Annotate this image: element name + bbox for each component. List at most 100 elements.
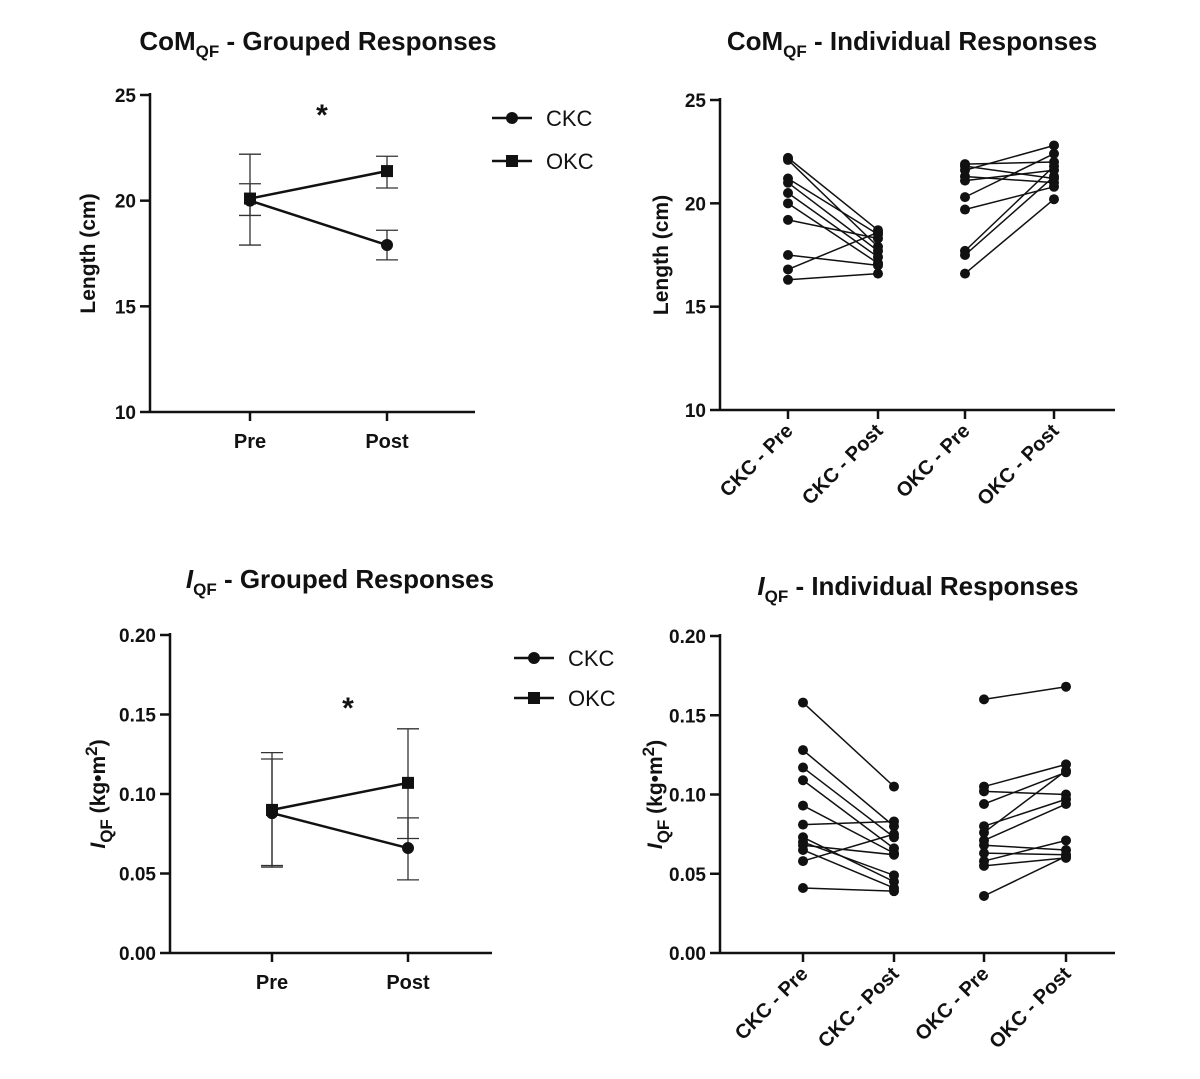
subject-line <box>802 833 895 862</box>
data-point <box>889 870 899 881</box>
y-tick-label: 10 <box>685 401 706 422</box>
data-point <box>1049 171 1059 182</box>
chart-panel-3: IQF - Grouped Responses IQF (kg•m2) 0.00 0.… <box>82 564 616 994</box>
data-point <box>1049 140 1059 151</box>
data-point <box>979 890 989 901</box>
legend-label: OKC <box>546 149 594 174</box>
data-point-okc <box>266 803 278 816</box>
data-point <box>979 799 989 810</box>
data-point <box>889 849 899 860</box>
data-point <box>783 177 793 188</box>
data-point <box>979 786 989 797</box>
data-point <box>960 268 970 279</box>
data-point <box>979 860 989 871</box>
data-point <box>1061 799 1071 810</box>
subject-line <box>802 841 895 877</box>
y-tick-label: 25 <box>115 86 137 107</box>
data-point <box>798 819 808 830</box>
data-point <box>783 250 793 260</box>
subject-line <box>964 161 1055 165</box>
data-point <box>979 827 989 838</box>
data-point <box>798 697 808 708</box>
x-tick-label: OKC - Pre <box>911 963 993 1045</box>
subject-line <box>802 766 895 838</box>
data-point <box>1049 194 1059 205</box>
data-point <box>889 829 899 840</box>
data-point-ckc <box>402 842 414 855</box>
y-axis-label: IQF (kg•m2) <box>639 740 673 849</box>
subject-line <box>787 182 879 252</box>
data-point <box>960 204 970 215</box>
data-point <box>1061 681 1071 692</box>
data-point <box>798 800 808 811</box>
subject-line <box>802 702 895 788</box>
legend-label: CKC <box>546 106 593 131</box>
y-tick-label: 0.10 <box>669 786 706 807</box>
data-point <box>783 274 793 285</box>
y-tick-label: 25 <box>685 91 707 112</box>
subject-line <box>802 804 895 854</box>
y-axis-label: IQF (kg•m2) <box>82 739 116 848</box>
x-tick-label: OKC - Pre <box>892 420 974 502</box>
data-point <box>960 250 970 260</box>
legend-label: CKC <box>568 646 615 671</box>
subject-line <box>802 887 895 892</box>
x-tick-label: CKC - Pre <box>716 420 798 502</box>
subject-line <box>787 192 879 258</box>
data-point <box>798 844 808 855</box>
data-point <box>979 694 989 705</box>
subject-line <box>983 790 1067 796</box>
legend-marker <box>506 155 518 167</box>
data-point <box>1049 161 1059 172</box>
data-point <box>873 260 883 271</box>
chart-title: CoMQF - Grouped Responses <box>139 26 496 61</box>
subject-line <box>983 803 1067 842</box>
series-line-ckc <box>249 199 388 247</box>
data-point <box>798 762 808 773</box>
y-tick-label: 0.00 <box>669 944 706 965</box>
y-tick-label: 0.00 <box>119 944 156 965</box>
data-point <box>798 775 808 786</box>
data-point-ckc <box>381 239 393 252</box>
chart-panel-1: CoMQF - Grouped Responses Length (cm) 10 15… <box>77 26 594 453</box>
x-tick-label: Pre <box>234 431 266 453</box>
subject-line <box>787 159 879 248</box>
subject-line <box>983 770 1067 834</box>
subject-line <box>787 157 879 231</box>
data-point <box>1061 835 1071 846</box>
x-tick-label: OKC - Post <box>973 420 1063 510</box>
data-point-okc <box>244 192 256 205</box>
data-point <box>873 227 883 238</box>
x-tick-label: CKC - Post <box>814 963 904 1053</box>
y-tick-label: 0.05 <box>119 865 156 886</box>
y-tick-label: 20 <box>685 194 706 215</box>
data-point <box>783 264 793 275</box>
y-tick-label: 0.15 <box>119 706 156 727</box>
subject-line <box>802 844 895 856</box>
chart-title: CoMQF - Individual Responses <box>727 26 1097 61</box>
legend-marker <box>528 692 540 704</box>
data-point <box>783 214 793 225</box>
subject-line <box>787 254 879 267</box>
subject-line <box>964 175 1055 184</box>
data-point <box>783 198 793 209</box>
subject-line <box>802 749 895 827</box>
subject-line <box>964 165 1055 252</box>
data-point <box>1061 765 1071 776</box>
subject-line <box>802 779 895 849</box>
data-point <box>1061 851 1071 862</box>
legend-label: OKC <box>568 686 616 711</box>
y-tick-label: 15 <box>685 298 707 319</box>
y-axis-label: Length (cm) <box>650 195 673 315</box>
subject-line <box>983 839 1067 862</box>
x-tick-label: Post <box>386 972 430 994</box>
data-point <box>979 848 989 859</box>
subject-line <box>964 198 1055 275</box>
data-point <box>979 840 989 851</box>
subject-line <box>802 820 895 826</box>
y-tick-label: 10 <box>115 403 136 424</box>
x-tick-label: CKC - Post <box>798 420 888 510</box>
data-point <box>889 886 899 897</box>
data-point <box>798 745 808 756</box>
